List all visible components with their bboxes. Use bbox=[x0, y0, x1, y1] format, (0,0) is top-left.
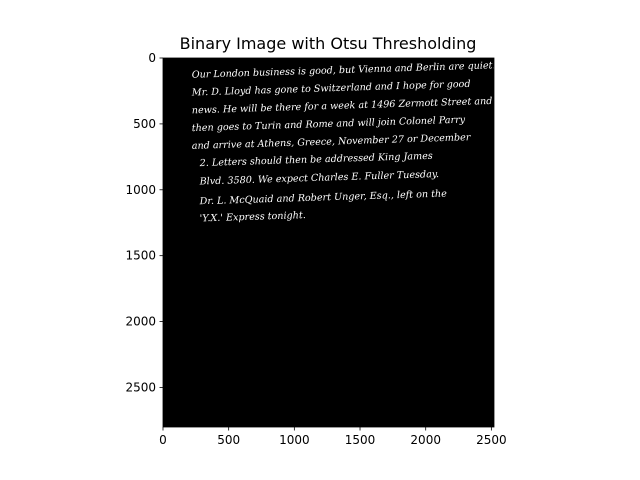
axes: Our London business is good, but Vienna … bbox=[125, 51, 506, 447]
x-tick-label: 1000 bbox=[279, 433, 310, 447]
y-tick-label: 2000 bbox=[125, 315, 156, 329]
x-tick-label: 2500 bbox=[476, 433, 507, 447]
y-tick-label: 1000 bbox=[125, 183, 156, 197]
x-tick-label: 500 bbox=[217, 433, 240, 447]
y-tick-label: 2500 bbox=[125, 380, 156, 394]
x-tick-label: 2000 bbox=[410, 433, 441, 447]
image-text-line: 'Y.X.' Express tonight. bbox=[200, 210, 306, 224]
y-tick-label: 0 bbox=[148, 51, 156, 65]
y-tick-label: 500 bbox=[133, 117, 156, 131]
chart-title: Binary Image with Otsu Thresholding bbox=[180, 34, 477, 53]
y-axis: 0 500 1000 1500 2000 2500 bbox=[125, 51, 163, 394]
y-tick-label: 1500 bbox=[125, 249, 156, 263]
x-tick-label: 0 bbox=[159, 433, 167, 447]
x-tick-label: 1500 bbox=[345, 433, 376, 447]
x-axis: 0 500 1000 1500 2000 2500 bbox=[159, 427, 507, 447]
binary-image bbox=[163, 58, 494, 427]
axes-frame bbox=[162, 57, 495, 428]
